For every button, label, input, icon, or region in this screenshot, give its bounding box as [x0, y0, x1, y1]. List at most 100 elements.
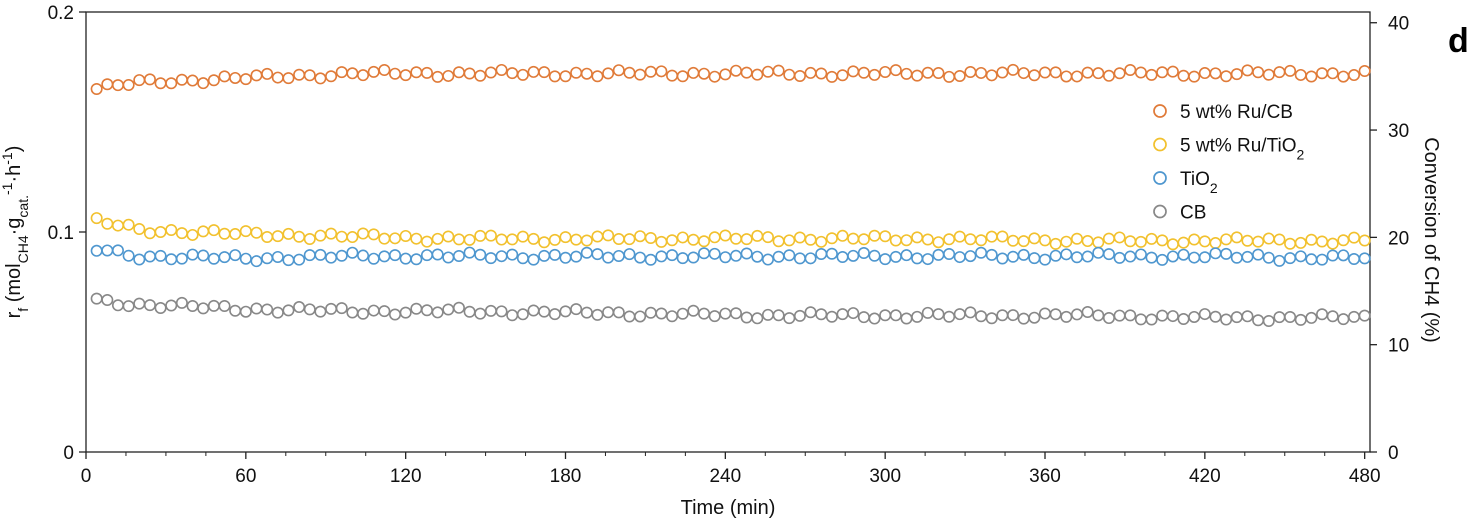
data-point: [378, 305, 391, 318]
data-point: [1284, 310, 1297, 323]
data-point: [463, 67, 476, 80]
data-point: [389, 67, 402, 80]
data-point: [527, 232, 540, 245]
data-point: [911, 310, 924, 323]
data-point: [602, 67, 615, 80]
data-point: [197, 302, 210, 315]
data-point: [1113, 309, 1126, 322]
data-point: [676, 307, 689, 320]
data-point: [1007, 309, 1020, 322]
data-point: [580, 246, 593, 259]
data-point: [1294, 68, 1307, 81]
data-point: [175, 296, 188, 309]
data-point: [975, 246, 988, 259]
data-point: [495, 305, 508, 318]
data-point: [133, 74, 146, 87]
data-point: [868, 312, 881, 325]
x-tick-label: 420: [1189, 466, 1221, 487]
y-left-tick-label: 0: [63, 443, 74, 464]
data-point: [474, 69, 487, 82]
data-point: [463, 233, 476, 246]
panel-label: d: [1448, 22, 1469, 60]
data-point: [218, 70, 231, 83]
data-point: [1209, 310, 1222, 323]
data-point: [367, 228, 380, 241]
data-point: [1241, 234, 1254, 247]
data-point: [133, 222, 146, 235]
data-point: [985, 69, 998, 82]
data-point: [431, 70, 444, 83]
data-point: [303, 249, 316, 262]
data-point: [1049, 237, 1062, 250]
data-point: [165, 77, 178, 90]
data-point: [452, 233, 465, 246]
data-point: [1230, 311, 1243, 324]
data-point: [1039, 307, 1052, 320]
data-point: [857, 66, 870, 79]
data-point: [602, 306, 615, 319]
data-point: [985, 230, 998, 243]
data-point: [186, 228, 199, 241]
data-point: [346, 67, 359, 80]
y-left-title-mid1: (mol: [3, 263, 25, 307]
data-point: [1316, 253, 1329, 266]
data-point: [719, 251, 732, 264]
data-point: [975, 310, 988, 323]
data-point: [559, 70, 572, 83]
data-point: [452, 301, 465, 314]
data-point: [218, 300, 231, 313]
data-point: [165, 299, 178, 312]
data-point: [1337, 234, 1350, 247]
data-point: [1060, 70, 1073, 83]
data-point: [1124, 250, 1137, 263]
data-point: [1305, 233, 1318, 246]
data-point: [570, 233, 583, 246]
data-point: [1156, 66, 1169, 79]
data-point: [825, 232, 838, 245]
data-point: [1060, 235, 1073, 248]
data-point: [634, 310, 647, 323]
data-point: [495, 250, 508, 263]
data-point: [154, 249, 167, 262]
data-point: [293, 253, 306, 266]
data-point: [1007, 63, 1020, 76]
data-point: [1326, 310, 1339, 323]
data-point: [133, 297, 146, 310]
data-point: [420, 235, 433, 248]
data-point: [122, 218, 135, 231]
data-point: [879, 230, 892, 243]
data-point: [111, 219, 124, 232]
data-point: [1177, 248, 1190, 261]
data-point: [1028, 232, 1041, 245]
data-point: [1252, 248, 1265, 261]
data-point: [836, 229, 849, 242]
data-point: [1124, 63, 1137, 76]
data-point: [815, 247, 828, 260]
legend-label: 5 wt% Ru/CB: [1180, 102, 1293, 123]
data-point: [602, 229, 615, 242]
data-point: [900, 67, 913, 80]
data-point: [943, 310, 956, 323]
data-point: [474, 248, 487, 261]
data-point: [346, 246, 359, 259]
data-point: [527, 304, 540, 317]
data-point: [591, 230, 604, 243]
data-point: [101, 78, 114, 91]
data-point: [1028, 252, 1041, 265]
data-point: [463, 246, 476, 259]
data-point: [1262, 232, 1275, 245]
data-point: [239, 225, 252, 238]
data-point: [698, 235, 711, 248]
data-point: [1252, 314, 1265, 327]
data-point: [783, 249, 796, 262]
data-point: [1305, 253, 1318, 266]
data-point: [815, 67, 828, 80]
data-point: [793, 70, 806, 83]
data-point: [1113, 251, 1126, 264]
data-point: [751, 250, 764, 263]
y-right-tick-label: 40: [1388, 14, 1409, 35]
data-point: [207, 299, 220, 312]
data-point: [293, 301, 306, 314]
data-point: [1156, 253, 1169, 266]
data-point: [953, 308, 966, 321]
